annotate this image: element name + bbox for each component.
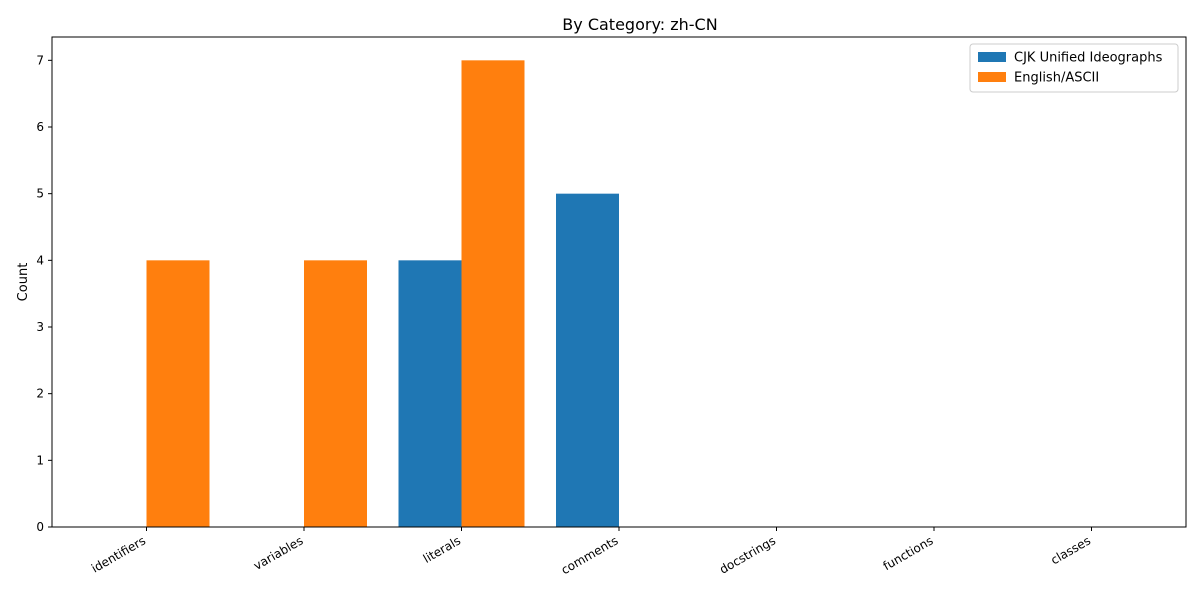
x-tick-label-docstrings: docstrings <box>717 533 778 576</box>
y-tick-label: 0 <box>36 520 44 534</box>
x-tick-label-variables: variables <box>251 533 305 572</box>
x-tick-label-literals: literals <box>421 533 463 565</box>
y-tick-label: 6 <box>36 120 44 134</box>
bars-group <box>146 60 619 527</box>
y-axis-label: Count <box>16 263 31 302</box>
plot-frame <box>51 36 1187 528</box>
bar-cjk-unified-ideographs-literals <box>398 260 462 527</box>
legend-swatch-cjk <box>978 52 1006 62</box>
x-tick-label-identifiers: identifiers <box>89 533 148 575</box>
chart-title: By Category: zh-CN <box>562 15 717 34</box>
x-tick-label-comments: comments <box>559 533 621 577</box>
x-ticks-group: identifiers variables literals comments docs… <box>89 527 1093 577</box>
legend-label-english: English/ASCII <box>1014 71 1099 86</box>
bar-english-ascii-literals <box>461 60 525 527</box>
legend-swatch-english <box>978 72 1006 82</box>
legend-box <box>969 43 1179 93</box>
y-tick-label: 2 <box>36 387 44 401</box>
legend-label-cjk: CJK Unified Ideographs <box>1014 51 1163 66</box>
y-tick-label: 5 <box>36 187 44 201</box>
y-ticks-group: 0 1 2 3 4 5 6 7 <box>36 53 52 534</box>
x-tick-label-functions: functions <box>881 533 936 573</box>
y-tick-label: 3 <box>36 320 44 334</box>
y-tick-label: 1 <box>36 453 44 467</box>
bar-cjk-unified-ideographs-comments <box>556 193 619 527</box>
y-tick-label: 7 <box>36 53 44 67</box>
bar-english-ascii-variables <box>304 260 367 527</box>
bar-english-ascii-identifiers <box>146 260 210 527</box>
y-tick-label: 4 <box>36 253 44 267</box>
legend: CJK Unified Ideographs English/ASCII <box>969 43 1179 93</box>
x-tick-label-classes: classes <box>1048 533 1093 567</box>
